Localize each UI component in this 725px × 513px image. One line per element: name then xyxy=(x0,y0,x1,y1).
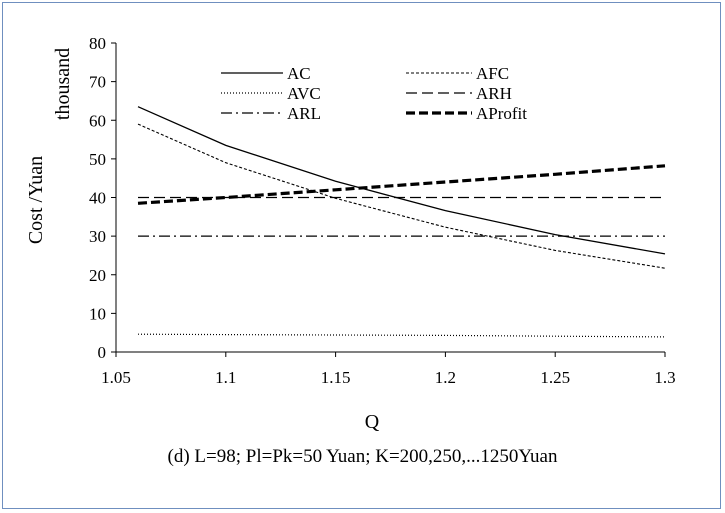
y-tick-label: 80 xyxy=(89,34,106,53)
series-lines xyxy=(137,106,666,338)
series-line-afc xyxy=(137,123,666,269)
axes: 0 10 20 30 40 50 60 70 80 1.05 1.1 1.15 1.2 1.25 1.3 xyxy=(89,34,676,387)
y-tick-label: 70 xyxy=(89,73,106,92)
y-tick-label: 0 xyxy=(98,343,107,362)
x-tick-label: 1.15 xyxy=(321,368,351,387)
y-tick-label: 10 xyxy=(89,304,106,323)
legend-label-arh: ARH xyxy=(476,84,512,103)
y-axis-unit: thousand xyxy=(52,48,74,120)
y-axis-label: Cost /Yuan xyxy=(25,156,47,244)
series-line-aprofit xyxy=(137,164,666,205)
figure-caption: (d) L=98; Pl=Pk=50 Yuan; K=200,250,...12… xyxy=(167,446,558,467)
legend-label-arl: ARL xyxy=(287,104,321,123)
legend-label-afc: AFC xyxy=(476,64,509,83)
legend-label-avc: AVC xyxy=(287,84,321,103)
x-tick-label: 1.2 xyxy=(435,368,456,387)
x-tick-label: 1.25 xyxy=(540,368,570,387)
legend-label-ac: AC xyxy=(287,64,311,83)
series-line-ac xyxy=(137,106,666,255)
y-tick-label: 40 xyxy=(89,189,106,208)
series-line-avc xyxy=(137,333,666,338)
x-tick-label: 1.1 xyxy=(215,368,236,387)
legend: AC AFC AVC ARH ARL AProfit xyxy=(221,64,527,123)
y-tick-label: 30 xyxy=(89,227,106,246)
x-tick-label: 1.3 xyxy=(654,368,675,387)
legend-label-aprofit: AProfit xyxy=(476,104,527,123)
y-tick-label: 60 xyxy=(89,111,106,130)
x-axis-label: Q xyxy=(365,411,380,433)
y-tick-label: 20 xyxy=(89,266,106,285)
y-tick-label: 50 xyxy=(89,150,106,169)
x-tick-label: 1.05 xyxy=(101,368,131,387)
